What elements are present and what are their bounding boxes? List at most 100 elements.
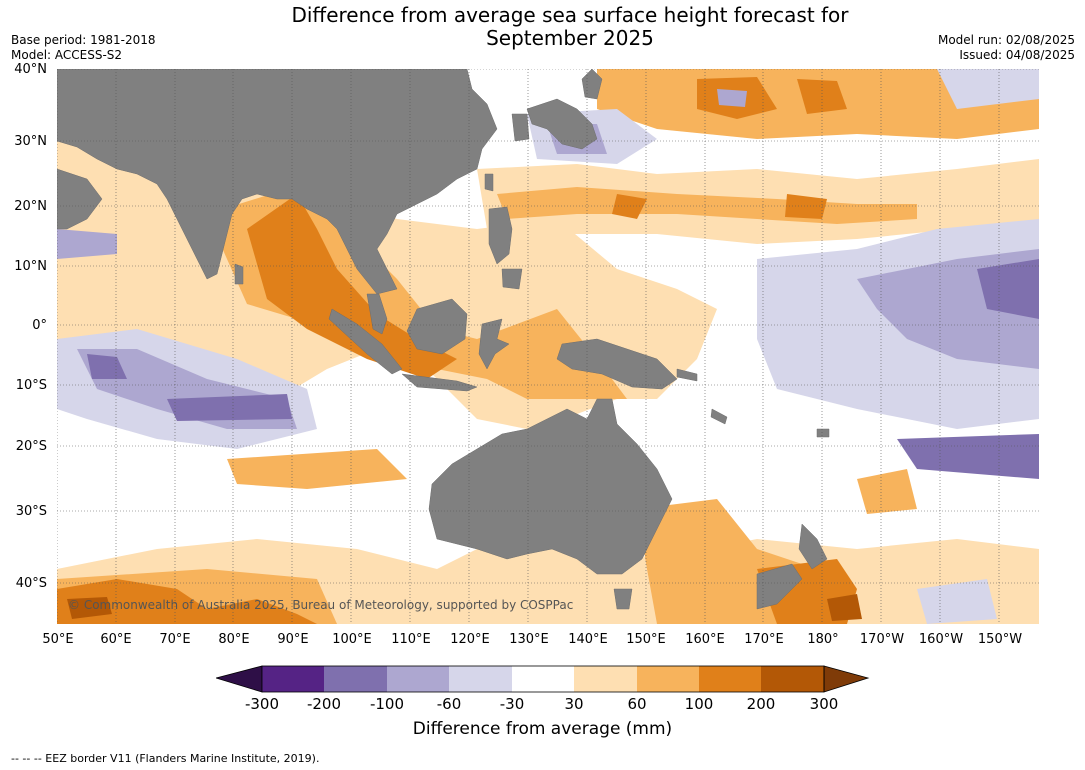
colorbar-tick: 30: [564, 695, 584, 713]
colorbar-tick: 300: [809, 695, 839, 713]
model-run: Model run: 02/08/2025: [937, 33, 1075, 47]
colorbar-tick: -100: [369, 695, 405, 713]
lat-label: 10°N: [14, 259, 47, 274]
japan-north: [581, 69, 603, 100]
lat-label: 40°N: [14, 62, 47, 77]
colorbar-tick: 200: [746, 695, 776, 713]
negative-anomaly-region: [977, 259, 1039, 319]
colorbar-tick: -300: [244, 695, 280, 713]
lon-label: 160°W: [918, 632, 964, 647]
lon-label: 170°E: [744, 632, 784, 647]
malay-peninsula: [366, 293, 388, 335]
colorbar-segment: [512, 666, 574, 692]
colorbar-tick: 100: [684, 695, 714, 713]
model-name: Model: ACCESS-S2: [11, 48, 123, 62]
negative-anomaly-region: [87, 354, 127, 379]
negative-anomaly-region: [167, 394, 292, 421]
graticule: [57, 69, 1039, 624]
korea: [511, 113, 530, 142]
lon-label: 180°: [807, 632, 839, 647]
lat-label: 30°N: [14, 134, 47, 149]
copyright-notice: © Commonwealth of Australia 2025, Bureau…: [68, 598, 574, 612]
lon-label: 170°W: [859, 632, 905, 647]
lat-label: 40°S: [15, 576, 47, 591]
sri-lanka: [234, 263, 244, 285]
colorbar-segment: [324, 666, 387, 692]
colorbar-segment: [574, 666, 637, 692]
lon-label: 130°E: [509, 632, 549, 647]
lon-label: 150°E: [626, 632, 666, 647]
lon-label: 70°E: [159, 632, 191, 647]
new-zealand-north: [798, 523, 828, 570]
map-title: Difference from average sea surface heig…: [240, 4, 900, 50]
lat-label: 30°S: [15, 504, 47, 519]
solomon-islands: [676, 368, 698, 382]
positive-anomaly-region: [247, 194, 457, 379]
model-info-left: Base period: 1981-2018 Model: ACCESS-S2: [11, 33, 156, 63]
lat-label: 10°S: [15, 378, 47, 393]
tasmania: [613, 588, 633, 610]
model-info-right: Model run: 02/08/2025 Issued: 04/08/2025: [938, 33, 1075, 63]
map-title-line1: Difference from average sea surface heig…: [291, 3, 849, 27]
eez-footnote: -- -- -- EEZ border V11 (Flanders Marine…: [11, 752, 320, 765]
lon-label: 60°E: [100, 632, 132, 647]
colorbar-segment: [387, 666, 449, 692]
lon-label: 110°E: [391, 632, 431, 647]
lon-label: 160°E: [685, 632, 725, 647]
issued-date: Issued: 04/08/2025: [959, 48, 1075, 62]
lon-label: 140°E: [568, 632, 608, 647]
colorbar-segment: [449, 666, 512, 692]
negative-anomaly-region: [57, 229, 117, 259]
borneo: [406, 298, 468, 355]
positive-anomaly-region: [57, 579, 317, 624]
new-caledonia: [710, 408, 728, 425]
sumatra: [328, 308, 403, 375]
colorbar-segment: [699, 666, 761, 692]
base-period: Base period: 1981-2018: [11, 33, 156, 47]
colorbar-extend-low: [216, 665, 263, 693]
negative-anomaly-region: [937, 69, 1039, 109]
lat-label: 20°N: [14, 199, 47, 214]
map-title-line2: September 2025: [486, 26, 654, 50]
colorbar-segment: [637, 666, 699, 692]
negative-anomaly-region: [717, 89, 747, 107]
positive-anomaly-region: [785, 194, 827, 219]
taiwan: [484, 173, 494, 192]
philippines: [488, 206, 513, 265]
asia-landmass: [57, 69, 498, 295]
sea-surface-height-map: [57, 69, 1039, 624]
colorbar-tick: -200: [306, 695, 342, 713]
lon-label: 50°E: [42, 632, 74, 647]
fiji: [816, 428, 830, 438]
colorbar-segment: [761, 666, 824, 692]
lon-label: 80°E: [218, 632, 250, 647]
positive-anomaly-region: [827, 594, 862, 621]
land: [57, 69, 830, 610]
positive-anomaly-region: [612, 194, 647, 219]
colorbar-tick: -60: [436, 695, 462, 713]
colorbar-tick: -30: [499, 695, 525, 713]
lon-label: 150°W: [977, 632, 1023, 647]
lon-label: 120°E: [450, 632, 490, 647]
colorbar-extend-high: [823, 665, 870, 693]
positive-anomaly-region: [857, 469, 917, 514]
philippines-south: [501, 268, 523, 290]
colorbar: [216, 665, 870, 693]
lat-label: 0°: [32, 318, 47, 333]
lon-label: 100°E: [332, 632, 372, 647]
sulawesi: [478, 318, 510, 370]
arabia-landmass: [57, 168, 103, 230]
lat-label: 20°S: [15, 439, 47, 454]
colorbar-outline: [261, 665, 825, 693]
negative-anomaly-region: [897, 434, 1039, 479]
colorbar-segment: [262, 666, 324, 692]
colorbar-title: Difference from average (mm): [412, 719, 673, 739]
positive-anomaly-region: [227, 449, 407, 489]
new-zealand-south: [756, 563, 803, 610]
japan: [526, 98, 598, 150]
colorbar-tick: 60: [627, 695, 647, 713]
map-area: [57, 69, 1039, 624]
lon-label: 90°E: [277, 632, 309, 647]
positive-anomaly-region: [67, 597, 112, 619]
negative-anomaly-region: [917, 579, 997, 624]
